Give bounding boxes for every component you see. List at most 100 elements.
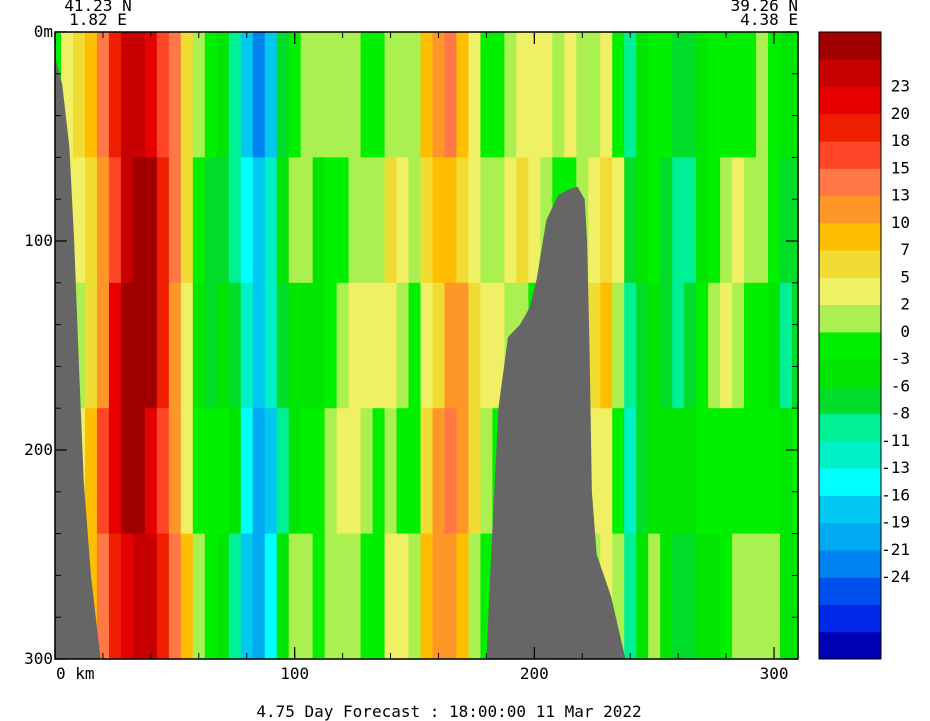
plot-border [54,31,799,660]
heatmap-cell [252,533,266,660]
heatmap-cell [780,157,793,284]
heatmap-cell [672,533,685,660]
heatmap-cell [240,282,254,409]
heatmap-cell [192,32,206,158]
heatmap-cell [780,533,793,660]
heatmap-cell [324,32,338,158]
colorbar-swatch [819,141,881,169]
heatmap-cell [756,32,769,158]
heatmap-cell [708,533,721,660]
colorbar-swatch [819,59,881,88]
heatmap-cell [576,32,589,158]
heatmap-cell [408,32,422,158]
heatmap-cell [624,157,637,284]
heatmap-cell [396,157,410,284]
heatmap-cell [600,157,613,284]
heatmap-cell [276,282,290,409]
heatmap-cell [336,157,350,284]
heatmap-cell [300,157,314,284]
heatmap-cell [288,533,302,660]
heatmap-cell [240,408,254,535]
colorbar-swatch [819,113,881,142]
colorbar-label: 5 [900,267,910,286]
heatmap-cell [276,533,290,660]
heatmap-cell [240,32,254,158]
heatmap-cell [168,408,182,535]
heatmap-cell [636,533,649,660]
heatmap-cell [300,533,314,660]
heatmap-cell [732,32,745,158]
heatmap-cell [612,157,625,284]
bathymetry-layer [55,57,626,659]
heatmap-cell [384,408,398,535]
heatmap-cell [612,408,625,535]
heatmap-cell [480,32,494,158]
heatmap-cell [660,282,673,409]
heatmap-cell [264,408,278,535]
heatmap-cell [324,408,338,535]
heatmap-cell [360,408,374,535]
heatmap-cell [156,408,170,535]
heatmap-cell [744,408,757,535]
colorbar-label: 20 [891,104,910,123]
heatmap-cell [384,282,398,409]
heatmap-cell [168,157,182,284]
heatmap-cell [156,533,170,660]
heatmap-cell [684,157,697,284]
heatmap-cell [720,533,733,660]
heatmap-cell [108,408,122,535]
heatmap-cell [768,32,781,158]
heatmap-cell [720,408,733,535]
heatmap-cell [456,408,470,535]
heatmap-cell [132,32,146,158]
heatmap-cell [456,533,470,660]
colorbar-label: -3 [891,349,910,368]
heatmap-cell [696,533,709,660]
colorbar-swatch [819,549,881,578]
heatmap-cell [444,282,458,409]
heatmap-cell [156,157,170,284]
heatmap-cell [168,32,182,158]
heatmap-cell [180,408,194,535]
heatmap-cell [288,408,302,535]
heatmap-cell [192,533,206,660]
heatmap-cell [360,282,374,409]
heatmap-cell [672,157,685,284]
heatmap-cell [240,533,254,660]
heatmap-cell [432,408,446,535]
y-tick-label: 300 [24,649,53,668]
heatmap-cell [588,32,601,158]
heatmap-cell [732,157,745,284]
heatmap-cell [588,157,601,284]
heatmap-cell [444,408,458,535]
colorbar-label: -11 [881,431,910,450]
heatmap-cell [768,533,781,660]
colorbar-swatch [819,250,881,278]
heatmap-cell [612,32,625,158]
heatmap-cell [264,32,278,158]
heatmap-cell [360,157,374,284]
heatmap-cell [192,408,206,535]
heatmap-cell [732,408,745,535]
heatmap-cell [384,32,398,158]
heatmap-cell [636,282,649,409]
heatmap-cell [312,533,326,660]
heatmap-cell [204,408,218,535]
heatmap-cell [432,157,446,284]
heatmap-cell [120,408,134,535]
heatmap-cell [372,408,386,535]
heatmap-cell [792,32,799,158]
colorbar-label: 10 [891,213,910,232]
colorbar-swatch [819,495,881,524]
heatmap-cell [624,533,637,660]
colorbar-swatch [819,604,881,633]
heatmap-cell [204,32,218,158]
heatmap-cell [456,32,470,158]
heatmap-cell [792,408,799,535]
colorbar-swatch [819,277,881,306]
heatmap-cell [336,32,350,158]
heatmap-cell [312,282,326,409]
heatmap-cell [768,408,781,535]
heatmap-cell [492,157,505,284]
